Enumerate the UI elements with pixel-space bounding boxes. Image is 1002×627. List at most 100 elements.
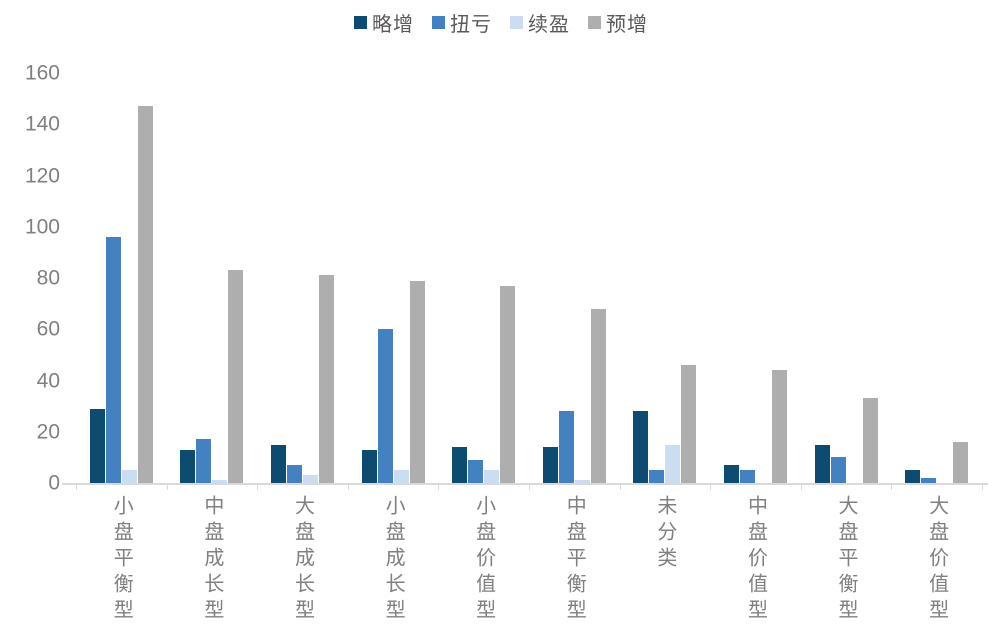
bar	[862, 398, 878, 483]
bar	[409, 281, 425, 483]
bar-group	[167, 73, 258, 483]
y-axis-tick-label: 140	[24, 112, 60, 136]
legend-swatch-icon	[432, 16, 445, 29]
bar	[649, 470, 665, 483]
axis-tick	[800, 483, 802, 490]
legend-swatch-icon	[588, 16, 601, 29]
x-axis-label-cell: 小盘价值型	[438, 495, 529, 627]
x-axis-category-label: 小盘成长型	[382, 495, 405, 625]
axis-tick	[619, 483, 621, 490]
axis-tick	[438, 483, 440, 490]
x-axis-category-label: 小盘平衡型	[110, 495, 133, 625]
x-axis-label-cell: 中盘成长型	[167, 495, 258, 627]
y-axis-tick-label: 80	[36, 266, 60, 290]
y-axis-tick-label: 120	[24, 164, 60, 187]
bar	[723, 465, 739, 483]
x-axis-category-label: 中盘成长型	[200, 495, 223, 625]
bar-group	[257, 73, 348, 483]
x-axis-label-cell: 未分类	[620, 495, 711, 627]
bar	[558, 411, 574, 483]
x-axis-ticks	[76, 483, 983, 490]
bar	[814, 445, 830, 483]
x-axis-label-cell: 小盘成长型	[348, 495, 439, 627]
legend-item[interactable]: 扭亏	[432, 8, 492, 37]
legend-item[interactable]: 续盈	[510, 8, 570, 37]
bar-group	[891, 73, 982, 483]
bar	[953, 442, 969, 483]
x-axis-label-cell: 大盘价值型	[891, 495, 982, 627]
axis-tick	[76, 483, 77, 490]
bar	[89, 409, 105, 483]
x-axis-category-label: 大盘价值型	[925, 495, 948, 625]
legend-label: 预增	[606, 14, 648, 36]
axis-tick	[347, 483, 349, 490]
bar	[228, 270, 244, 483]
bar	[633, 411, 649, 483]
x-axis-line	[62, 483, 988, 485]
bar-group	[801, 73, 892, 483]
x-axis-labels: 小盘平衡型 中盘成长型 大盘成长型 小盘成长型 小盘价值型 中盘平衡型 未分类 中盘价值型 大盘…	[76, 495, 982, 627]
axis-tick	[166, 483, 168, 490]
bar	[361, 450, 377, 483]
chart-legend: 略增 扭亏 续盈 预增	[0, 8, 1002, 37]
y-axis-tick-label: 100	[24, 215, 60, 239]
bar	[270, 445, 286, 483]
legend-item[interactable]: 略增	[354, 8, 414, 37]
bar	[468, 460, 484, 483]
bar-group	[529, 73, 620, 483]
x-axis-category-label: 中盘平衡型	[563, 495, 586, 625]
bar	[830, 457, 846, 483]
y-axis-tick-label: 60	[36, 317, 60, 341]
bar	[212, 480, 228, 483]
legend-label: 续盈	[528, 14, 570, 36]
bar	[286, 465, 302, 483]
legend-swatch-icon	[354, 16, 367, 29]
y-axis-tick-label: 20	[36, 420, 60, 444]
y-axis-tick-label: 40	[36, 369, 60, 392]
bar	[500, 286, 516, 483]
legend-item[interactable]: 预增	[588, 8, 648, 37]
x-axis-category-label: 大盘成长型	[291, 495, 314, 625]
axis-tick	[982, 483, 983, 490]
axis-tick	[529, 483, 530, 490]
x-axis-label-cell: 中盘平衡型	[529, 495, 620, 627]
legend-label: 略增	[372, 14, 414, 36]
bar	[302, 475, 318, 483]
bar	[377, 329, 393, 483]
x-axis-category-label: 小盘价值型	[472, 495, 495, 625]
x-axis-category-label: 大盘平衡型	[835, 495, 858, 625]
bar-group	[620, 73, 711, 483]
bar-group	[348, 73, 439, 483]
bar	[771, 370, 787, 483]
x-axis-category-label: 中盘价值型	[744, 495, 767, 625]
bar	[681, 365, 697, 483]
bar	[739, 470, 755, 483]
bar-group	[438, 73, 529, 483]
bar	[542, 447, 558, 483]
x-axis-label-cell: 中盘价值型	[710, 495, 801, 627]
plot-area	[76, 73, 982, 483]
bar	[905, 470, 921, 483]
bar-group	[76, 73, 167, 483]
x-axis-label-cell: 大盘成长型	[257, 495, 348, 627]
bar	[196, 439, 212, 483]
legend-label: 扭亏	[450, 14, 492, 36]
bar	[590, 309, 606, 483]
y-axis-tick-label: 160	[24, 61, 60, 85]
bar	[921, 478, 937, 483]
y-axis: 0 20 40 60 80 100 120 140 160	[0, 0, 60, 627]
bar	[180, 450, 196, 483]
axis-tick	[257, 483, 259, 490]
bar	[393, 470, 409, 483]
y-axis-tick-label: 0	[48, 471, 60, 495]
bar	[452, 447, 468, 483]
bar	[574, 480, 590, 483]
bar	[105, 237, 121, 483]
bar	[318, 275, 334, 483]
legend-swatch-icon	[510, 16, 523, 29]
x-axis-label-cell: 大盘平衡型	[801, 495, 892, 627]
axis-tick	[891, 483, 893, 490]
bar	[484, 470, 500, 483]
x-axis-category-label: 未分类	[653, 495, 676, 573]
